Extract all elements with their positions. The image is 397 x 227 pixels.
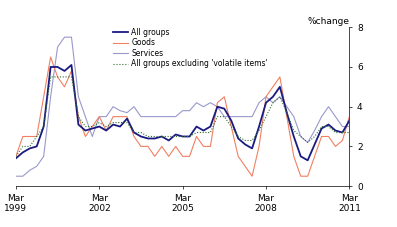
Legend: All groups, Goods, Services, All groups excluding 'volatile items': All groups, Goods, Services, All groups … — [113, 28, 268, 69]
Text: %change: %change — [307, 17, 349, 26]
